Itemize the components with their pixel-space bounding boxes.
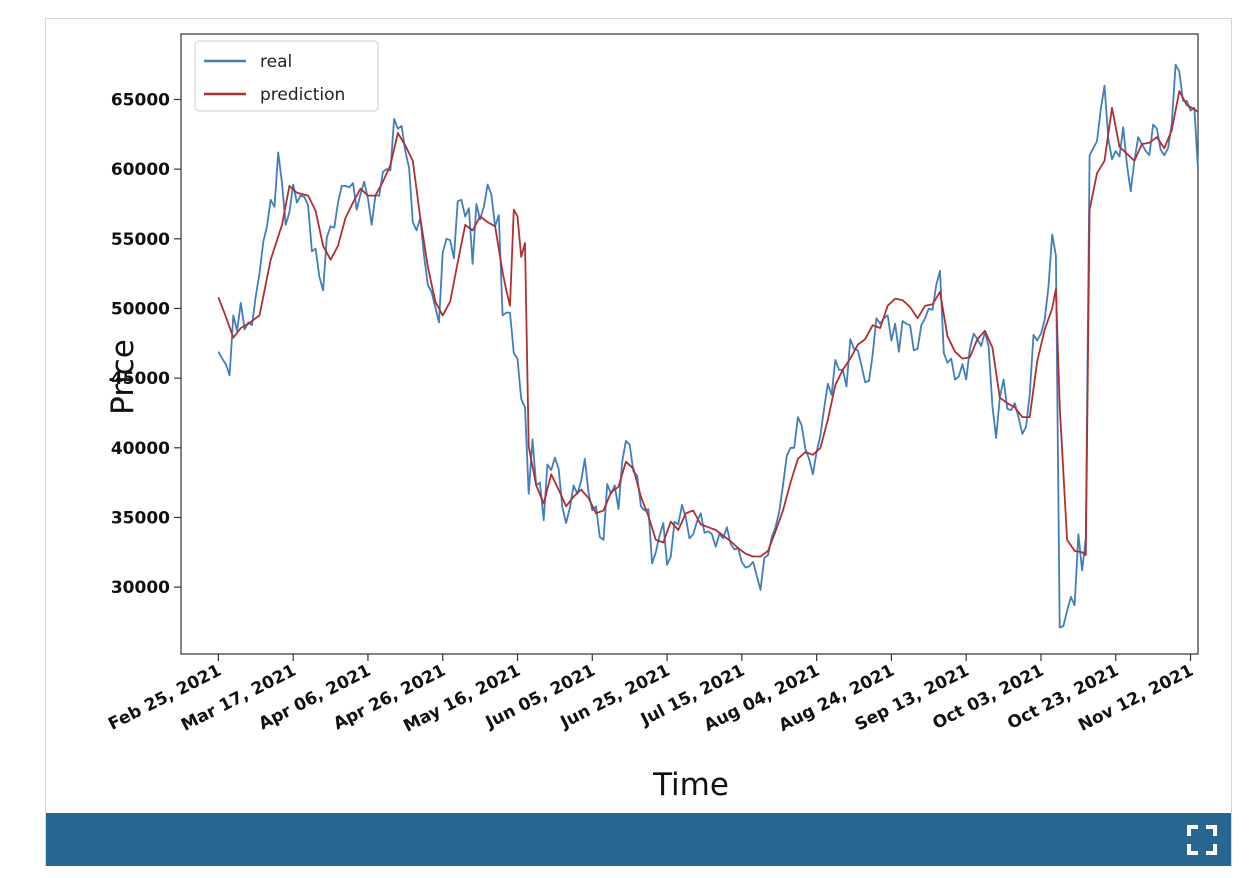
y-tick-label: 65000 <box>111 90 170 110</box>
plot-area <box>180 33 1199 655</box>
legend-label-real: real <box>260 52 292 72</box>
fullscreen-button[interactable] <box>1187 825 1217 855</box>
legend-label-prediction: prediction <box>260 85 345 105</box>
series-line-real <box>217 63 1199 629</box>
y-tick-label: 55000 <box>111 230 170 250</box>
chart-frame: 30000 35000 40000 45000 50000 55000 60000 65000… <box>45 18 1232 866</box>
y-tick-label: 40000 <box>111 439 170 459</box>
legend: real prediction <box>194 40 379 112</box>
y-axis: 30000 35000 40000 45000 50000 55000 60000 65000 <box>111 90 181 598</box>
series-line-prediction <box>217 90 1199 558</box>
plot-border <box>180 33 1199 655</box>
y-tick-label: 50000 <box>111 299 170 319</box>
footer-bar <box>46 813 1231 866</box>
y-axis-title: Price <box>105 339 141 415</box>
y-tick-label: 30000 <box>111 578 170 598</box>
y-tick-label: 35000 <box>111 508 170 528</box>
x-axis-title: Time <box>652 767 729 803</box>
chart-svg: 30000 35000 40000 45000 50000 55000 60000 65000… <box>105 33 1199 803</box>
fullscreen-icon <box>1187 825 1217 855</box>
y-tick-label: 60000 <box>111 160 170 180</box>
y-tick-label: 45000 <box>111 369 170 389</box>
